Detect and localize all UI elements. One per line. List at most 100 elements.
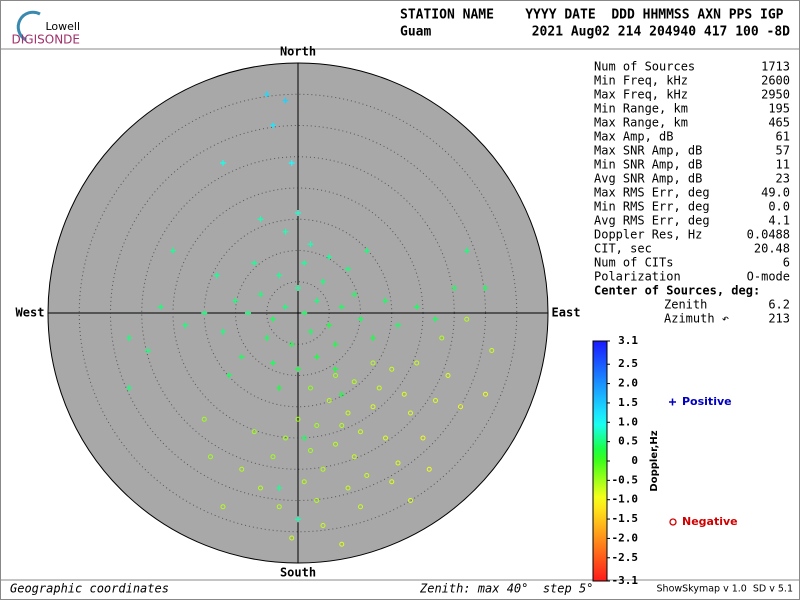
positive-source (288, 341, 295, 348)
colorbar-tick-label: -2.5 (612, 551, 639, 564)
negative-source (333, 373, 338, 378)
negative-source (289, 535, 295, 541)
positive-source (313, 353, 320, 360)
positive-source (338, 303, 345, 310)
positive-source (270, 122, 276, 129)
colorbar-tick-label: 1.5 (618, 396, 638, 409)
stat-label: Num of Sources (594, 60, 695, 74)
negative-source (464, 316, 470, 322)
positive-source (370, 335, 376, 341)
center-label: Azimuth ↶ (664, 312, 729, 326)
positive-source (263, 91, 270, 98)
negative-source (295, 416, 301, 422)
positive-source (432, 316, 439, 323)
positive-source (288, 160, 295, 166)
negative-source (420, 435, 426, 441)
stat-label: Max Range, km (594, 116, 688, 130)
stat-value: 6 (783, 256, 790, 270)
negative-source (326, 398, 332, 403)
header-values: 2021 Aug02 214 204940 417 100 -8D (532, 25, 790, 40)
negative-source (270, 454, 276, 460)
positive-source (295, 366, 301, 373)
positive-source (382, 297, 389, 304)
positive-source (313, 297, 320, 304)
positive-source (201, 310, 208, 316)
negative-source (283, 435, 288, 441)
positive-source (270, 360, 276, 366)
stat-value: 4.1 (768, 214, 790, 228)
negative-source (339, 423, 345, 428)
stat-value: 11 (776, 158, 790, 172)
stat-value: 2950 (761, 88, 790, 102)
negative-source (333, 441, 338, 447)
positive-source (332, 366, 339, 373)
positive-source (126, 335, 133, 341)
colorbar-tick-label: -1.0 (612, 493, 639, 506)
stat-value: 0.0 (768, 200, 790, 214)
stat-value: 61 (776, 130, 790, 144)
positive-source (157, 303, 164, 310)
positive-source (320, 278, 326, 285)
negative-source (351, 454, 357, 460)
legend-marker (669, 518, 677, 526)
positive-source (345, 266, 351, 273)
stat-label: Num of CITs (594, 256, 673, 270)
colorbar-tick-label: 2.5 (618, 357, 638, 370)
colorbar-tick-label: 0 (631, 454, 638, 467)
north-label: North (280, 45, 316, 59)
negative-source (201, 416, 207, 422)
positive-source (332, 341, 339, 348)
negative-source (345, 410, 351, 416)
colorbar-tick-label: 1.0 (618, 415, 638, 428)
colorbar-tick-label: -2.0 (612, 531, 639, 544)
west-label: West (16, 306, 45, 320)
colorbar-tick-label: 3.1 (618, 334, 638, 347)
positive-source (363, 247, 370, 254)
negative-source (320, 466, 326, 472)
stat-label: Polarization (594, 270, 681, 284)
positive-source (451, 285, 458, 291)
negative-source (220, 504, 226, 510)
center-title: Center of Sources, deg: (594, 284, 760, 298)
positive-source (307, 241, 314, 248)
negative-source (308, 385, 313, 391)
positive-source (326, 253, 333, 260)
negative-source (314, 423, 320, 428)
colorbar-label: Doppler,Hz (649, 430, 660, 491)
stat-label: Min SNR Amp, dB (594, 158, 702, 172)
stat-value: 57 (776, 144, 790, 158)
positive-source (220, 160, 226, 166)
stat-label: CIT, sec (594, 242, 652, 256)
positive-source (238, 353, 245, 360)
stat-label: Min Freq, kHz (594, 74, 688, 88)
negative-source (483, 391, 488, 397)
header-labels: STATION NAME YYYY DATE DDD HHMMSS AXN PP… (400, 8, 784, 23)
logo-bottom: DIGISONDE (12, 33, 80, 47)
logo-top: Lowell (45, 20, 80, 33)
positive-source (395, 322, 401, 329)
footer-left: Geographic coordinates (10, 582, 169, 596)
logo-swoosh (16, 10, 41, 42)
negative-source (401, 391, 407, 397)
negative-source (414, 360, 420, 366)
negative-source (408, 498, 413, 503)
negative-source (301, 479, 307, 485)
positive-source (301, 435, 308, 441)
negative-source (389, 479, 395, 485)
positive-source (282, 97, 289, 104)
station: Guam (400, 25, 431, 40)
stat-value: O-mode (747, 270, 790, 284)
negative-source (389, 366, 395, 372)
negative-source (408, 410, 413, 416)
negative-source (445, 373, 451, 378)
positive-source (170, 247, 176, 254)
stat-label: Max SNR Amp, dB (594, 144, 702, 158)
negative-source (370, 404, 376, 410)
negative-source (458, 404, 463, 410)
stat-value: 195 (768, 102, 790, 116)
colorbar-tick-label: -3.1 (612, 574, 639, 587)
positive-source (295, 285, 301, 291)
positive-source (326, 322, 333, 329)
negative-source (339, 541, 345, 547)
footer-middle: Zenith: max 40° step 5° (419, 582, 593, 596)
